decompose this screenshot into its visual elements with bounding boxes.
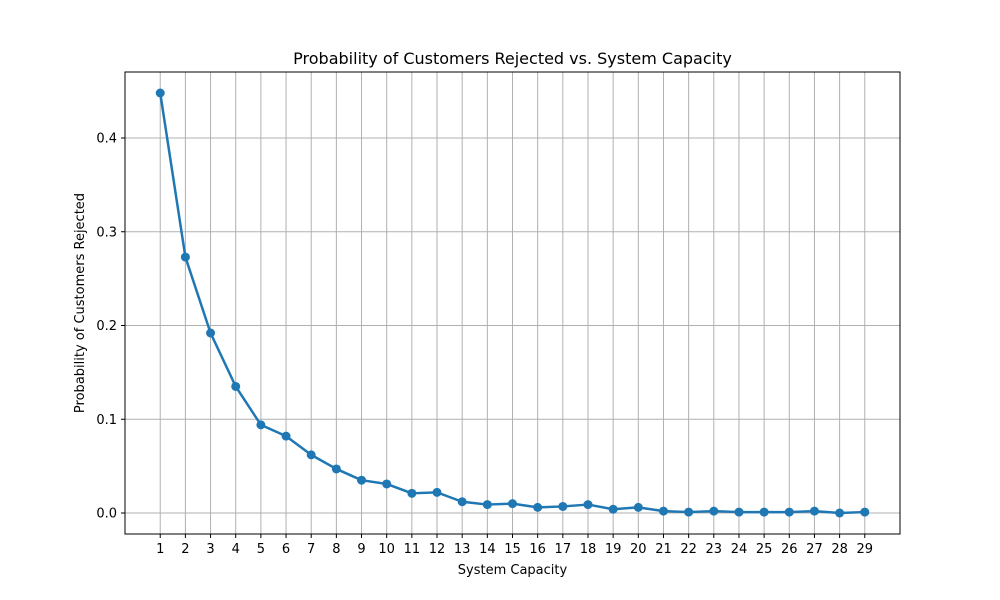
data-point <box>206 328 216 338</box>
x-tick-label: 24 <box>731 542 748 557</box>
x-tick-label: 10 <box>378 542 395 557</box>
x-tick-label: 20 <box>630 542 647 557</box>
y-tick-label: 0.0 <box>96 507 117 522</box>
x-tick-label: 27 <box>806 542 823 557</box>
data-point <box>533 502 543 512</box>
x-tick-label: 6 <box>282 542 290 557</box>
y-tick-label: 0.4 <box>96 132 117 147</box>
data-point <box>508 499 517 509</box>
data-point <box>155 88 165 98</box>
data-point <box>432 487 442 497</box>
data-point <box>759 507 769 517</box>
x-tick-label: 9 <box>357 542 365 557</box>
x-tick-label: 13 <box>454 542 471 557</box>
y-tick-label: 0.3 <box>96 225 117 240</box>
data-point <box>709 506 719 516</box>
y-tick-label: 0.1 <box>96 413 117 428</box>
data-point <box>784 507 794 517</box>
data-point <box>482 500 492 510</box>
data-point <box>835 508 845 518</box>
x-tick-label: 14 <box>479 542 496 557</box>
x-tick-label: 16 <box>529 542 546 557</box>
data-point <box>583 500 593 510</box>
data-point <box>684 507 694 517</box>
x-tick-label: 22 <box>680 542 697 557</box>
data-point <box>809 506 819 516</box>
data-point <box>407 488 417 498</box>
data-point <box>558 501 568 511</box>
x-tick-label: 1 <box>156 542 164 557</box>
data-point <box>306 450 316 460</box>
x-tick-label: 21 <box>655 542 672 557</box>
grid <box>125 72 900 534</box>
x-tick-label: 25 <box>756 542 773 557</box>
x-tick-label: 29 <box>856 542 873 557</box>
data-point <box>281 431 291 441</box>
x-tick-label: 17 <box>555 542 572 557</box>
marker-layer <box>155 88 870 518</box>
data-point <box>457 497 467 507</box>
data-point <box>231 381 241 391</box>
x-tick-label: 3 <box>206 542 214 557</box>
data-point <box>860 507 870 517</box>
data-point <box>382 479 392 489</box>
data-point <box>608 504 618 514</box>
y-tick-label: 0.2 <box>96 319 117 334</box>
data-point <box>180 252 190 262</box>
y-axis-ticks: 0.0 0.1 0.2 0.3 0.4 <box>96 132 125 522</box>
x-axis-label: System Capacity <box>458 563 568 578</box>
data-point <box>331 464 341 474</box>
x-tick-label: 11 <box>404 542 421 557</box>
x-tick-label: 28 <box>831 542 848 557</box>
x-tick-label: 26 <box>781 542 798 557</box>
data-point <box>633 502 643 512</box>
x-tick-label: 19 <box>605 542 622 557</box>
x-tick-label: 5 <box>257 542 265 557</box>
x-tick-label: 8 <box>332 542 340 557</box>
x-tick-label: 18 <box>580 542 597 557</box>
x-tick-label: 12 <box>429 542 446 557</box>
y-axis-label: Probability of Customers Rejected <box>73 193 88 413</box>
x-tick-label: 23 <box>706 542 723 557</box>
x-tick-label: 4 <box>232 542 240 557</box>
x-tick-label: 2 <box>181 542 189 557</box>
data-point <box>734 507 744 517</box>
x-axis-ticks: 1 2 3 4 5 6 7 8 9 10 11 12 13 14 15 16 17 18 19 20 21 22 23 24 2… <box>156 534 873 557</box>
x-tick-label: 15 <box>504 542 521 557</box>
data-point <box>357 475 367 485</box>
data-point <box>658 506 668 516</box>
x-tick-label: 7 <box>307 542 315 557</box>
data-point <box>256 420 266 430</box>
chart-title: Probability of Customers Rejected vs. Sy… <box>293 49 732 68</box>
